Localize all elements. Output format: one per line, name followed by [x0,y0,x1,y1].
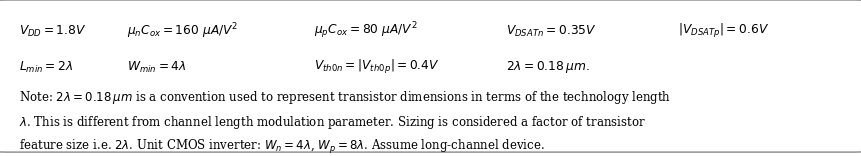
Text: $W_{min} = 4\lambda$: $W_{min} = 4\lambda$ [127,60,187,75]
Text: $\lambda$. This is different from channel length modulation parameter. Sizing is: $\lambda$. This is different from channe… [19,114,646,131]
Text: $V_{th0n} = |V_{th0p}| = 0.4V$: $V_{th0n} = |V_{th0p}| = 0.4V$ [314,58,440,76]
Text: $|V_{DSATp}| = 0.6V$: $|V_{DSATp}| = 0.6V$ [678,22,770,40]
Text: $2\lambda = 0.18\,\mu m.$: $2\lambda = 0.18\,\mu m.$ [506,59,590,75]
Text: Note: $2\lambda = 0.18\,\mu m$ is a convention used to represent transistor dime: Note: $2\lambda = 0.18\,\mu m$ is a conv… [19,89,671,106]
Text: $V_{DSATn} = 0.35V$: $V_{DSATn} = 0.35V$ [506,24,597,39]
Text: $V_{DD} = 1.8V$: $V_{DD} = 1.8V$ [19,24,86,39]
Text: $\mu_p C_{ox} = 80\ \mu A/V^2$: $\mu_p C_{ox} = 80\ \mu A/V^2$ [314,21,418,41]
FancyBboxPatch shape [0,0,861,152]
Text: $L_{min} = 2\lambda$: $L_{min} = 2\lambda$ [19,60,73,75]
Text: feature size i.e. $2\lambda$. Unit CMOS inverter: $W_n = 4\lambda$, $W_p = 8\lam: feature size i.e. $2\lambda$. Unit CMOS … [19,138,545,156]
Text: $\mu_n C_{ox} = 160\ \mu A/V^2$: $\mu_n C_{ox} = 160\ \mu A/V^2$ [127,21,238,41]
